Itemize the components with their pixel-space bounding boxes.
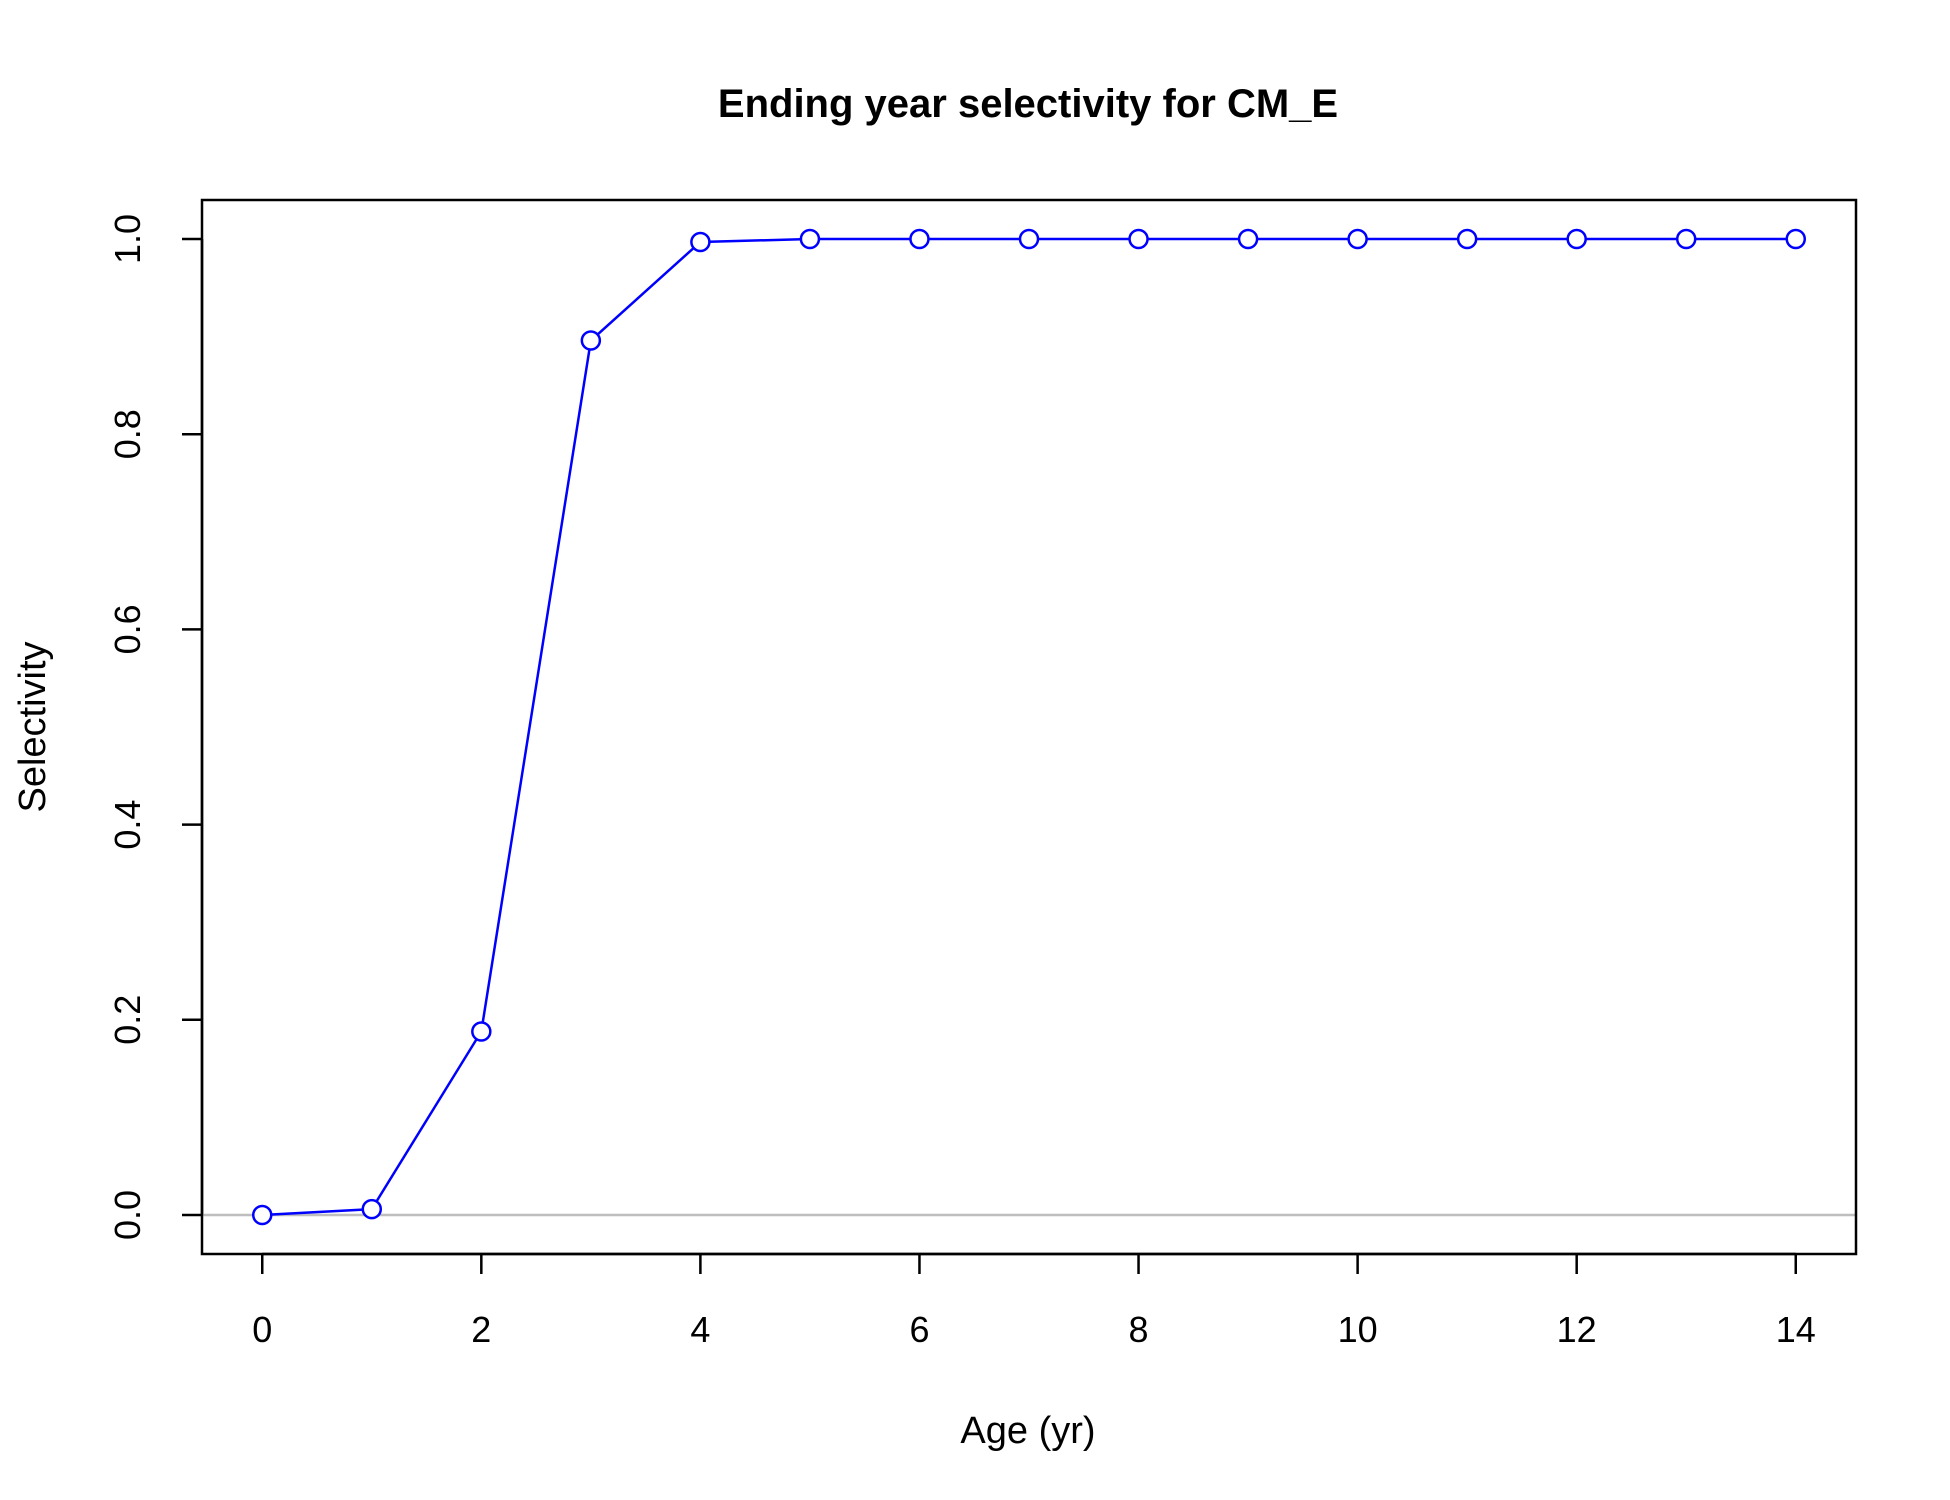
y-tick-label: 0.2	[107, 995, 148, 1045]
y-axis-label: Selectivity	[12, 641, 54, 812]
series-line	[262, 237, 1796, 1217]
chart-title: Ending year selectivity for CM_E	[718, 82, 1338, 126]
x-tick-label: 6	[909, 1309, 929, 1350]
data-point	[580, 330, 602, 351]
y-tick-label: 0.8	[107, 409, 148, 459]
data-point	[1785, 228, 1807, 250]
x-tick-label: 12	[1557, 1309, 1597, 1350]
data-point	[690, 231, 711, 253]
data-point	[1347, 228, 1368, 250]
x-axis-label: Age (yr)	[960, 1410, 1095, 1452]
data-point	[1128, 228, 1149, 250]
data-point	[251, 1204, 273, 1226]
x-axis: 0 2 4 6 8 10 12 14	[252, 1252, 1816, 1350]
x-tick-label: 2	[471, 1309, 491, 1350]
y-tick-label: 0.4	[107, 800, 148, 850]
data-point	[1018, 228, 1040, 250]
y-tick-label: 0.6	[107, 604, 148, 654]
plot-frame	[200, 198, 1858, 1256]
x-tick-label: 8	[1129, 1309, 1149, 1350]
y-tick-label: 1.0	[107, 214, 148, 264]
x-tick-label: 10	[1338, 1309, 1378, 1350]
data-point	[471, 1021, 492, 1042]
series-points	[251, 228, 1807, 1226]
data-point	[1566, 228, 1587, 250]
data-point	[1456, 228, 1478, 250]
data-point	[361, 1198, 383, 1220]
x-tick-label: 0	[252, 1309, 272, 1350]
y-axis: 0.0 0.2 0.4 0.6 0.8 1.0	[107, 214, 204, 1240]
data-point	[799, 228, 821, 250]
data-point	[1237, 228, 1259, 250]
y-tick-label: 0.0	[107, 1190, 148, 1240]
data-point	[1675, 228, 1697, 250]
x-tick-label: 4	[690, 1309, 710, 1350]
data-point	[909, 228, 930, 250]
x-tick-label: 14	[1776, 1309, 1816, 1350]
